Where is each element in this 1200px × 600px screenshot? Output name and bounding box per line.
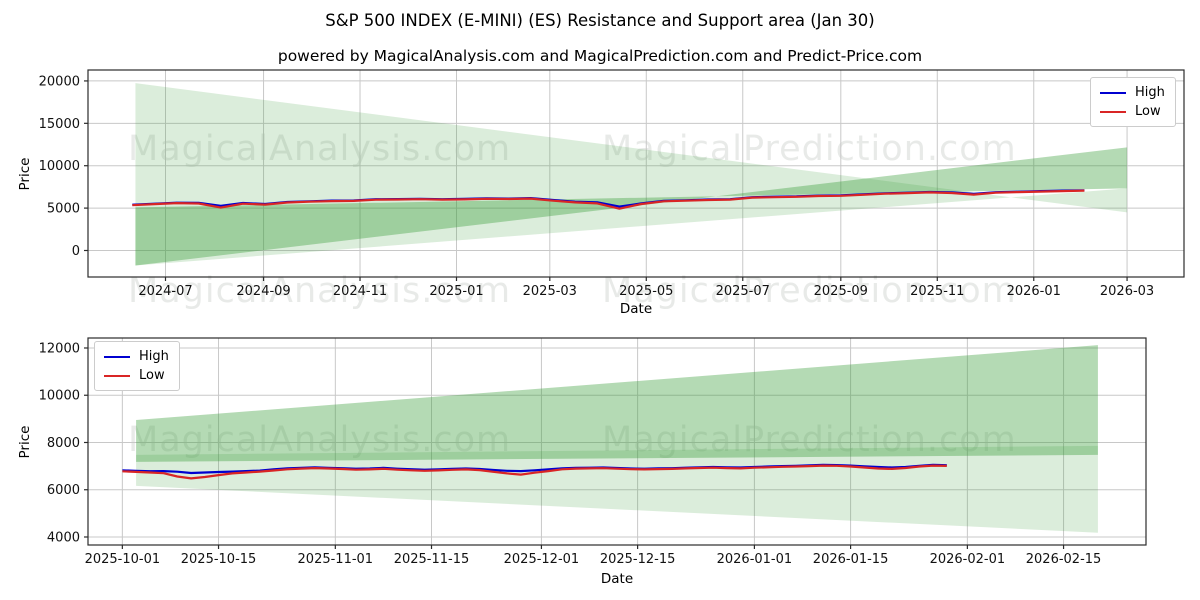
legend-bottom-chart: High Low bbox=[94, 341, 180, 391]
x-tick-label: 2025-12-15 bbox=[600, 552, 676, 567]
y-tick-label: 4000 bbox=[47, 530, 80, 545]
x-tick-label: 2026-02-01 bbox=[930, 552, 1006, 567]
watermark-text: MagicalAnalysis.com bbox=[128, 271, 512, 311]
forecast-bands bbox=[135, 83, 1128, 266]
low-line-sample bbox=[104, 374, 130, 377]
low-line bbox=[132, 189, 1085, 210]
x-axis-label-top: Date bbox=[619, 301, 653, 317]
x-tick-label: 2025-10-15 bbox=[181, 552, 257, 567]
support-area bbox=[136, 445, 1098, 533]
x-tick-label: 2025-11-15 bbox=[394, 552, 470, 567]
legend-label-low: Low bbox=[139, 368, 165, 383]
x-tick-label: 2025-07 bbox=[716, 284, 770, 299]
resistance-area bbox=[136, 345, 1098, 462]
legend-label-high: High bbox=[1135, 85, 1165, 100]
x-tick-label: 2026-01 bbox=[1007, 284, 1061, 299]
y-tick-label: 15000 bbox=[39, 117, 80, 132]
legend-item-low: Low bbox=[1100, 102, 1165, 121]
legend-item-high: High bbox=[104, 347, 169, 366]
gridlines bbox=[88, 70, 1184, 277]
x-axis-label-bottom: Date bbox=[600, 571, 634, 587]
chart-top: 2024-07 2024-09 2024-11 2025-01 2025-03 2025-… bbox=[39, 69, 1185, 299]
watermark-text: MagicalPrediction.com bbox=[602, 420, 1017, 460]
support-area bbox=[135, 83, 1128, 266]
low-line-sample bbox=[1100, 110, 1126, 113]
x-tick-label: 2025-12-01 bbox=[504, 552, 580, 567]
watermark-text: MagicalPrediction.com bbox=[602, 129, 1017, 169]
y-tick-label: 8000 bbox=[47, 436, 80, 451]
y-tick-label: 12000 bbox=[39, 341, 80, 356]
x-tick-label: 2025-11 bbox=[910, 284, 964, 299]
chart-subtitle: powered by MagicalAnalysis.com and Magic… bbox=[277, 47, 923, 65]
legend-item-high: High bbox=[1100, 83, 1165, 102]
y-tick-label: 6000 bbox=[47, 483, 80, 498]
chart-bottom: 2025-10-01 2025-10-15 2025-11-01 2025-11-15… bbox=[39, 337, 1147, 567]
x-tick-label: 2024-07 bbox=[138, 284, 192, 299]
legend-top-chart: High Low bbox=[1090, 77, 1176, 127]
x-tick-label: 2025-09 bbox=[814, 284, 868, 299]
watermark-text: MagicalPrediction.com bbox=[602, 271, 1017, 311]
x-tick-label: 2026-01-01 bbox=[717, 552, 793, 567]
y-tick-label: 20000 bbox=[39, 74, 80, 89]
legend-item-low: Low bbox=[104, 366, 169, 385]
x-tick-label: 2026-01-15 bbox=[813, 552, 889, 567]
plot-border bbox=[87, 69, 1185, 278]
x-tick-label: 2025-01 bbox=[429, 284, 483, 299]
y-tick-label: 5000 bbox=[47, 202, 80, 217]
gridlines bbox=[88, 338, 1146, 545]
legend-label-high: High bbox=[139, 349, 169, 364]
legend-label-low: Low bbox=[1135, 104, 1161, 119]
x-tick-label: 2025-11-01 bbox=[298, 552, 374, 567]
x-tick-label: 2024-11 bbox=[333, 284, 387, 299]
watermark-text: MagicalAnalysis.com bbox=[128, 129, 512, 169]
x-tick-label: 2026-02-15 bbox=[1026, 552, 1102, 567]
tick-labels: 2025-10-01 2025-10-15 2025-11-01 2025-11-15… bbox=[39, 341, 1102, 567]
tick-labels: 2024-07 2024-09 2024-11 2025-01 2025-03 2025-… bbox=[39, 74, 1155, 299]
y-tick-label: 10000 bbox=[39, 389, 80, 404]
watermark-text: MagicalAnalysis.com bbox=[128, 420, 512, 460]
x-tick-label: 2025-03 bbox=[523, 284, 577, 299]
plot-border bbox=[87, 337, 1147, 546]
x-tick-label: 2025-10-01 bbox=[85, 552, 161, 567]
chart-title: S&P 500 INDEX (E-MINI) (ES) Resistance a… bbox=[325, 11, 875, 30]
y-axis-label-bottom: Price bbox=[17, 425, 33, 459]
y-axis-label-top: Price bbox=[17, 157, 33, 191]
y-tick-label: 0 bbox=[72, 244, 80, 259]
high-line-sample bbox=[104, 355, 130, 358]
x-tick-label: 2025-05 bbox=[619, 284, 673, 299]
x-tick-label: 2026-03 bbox=[1100, 284, 1154, 299]
x-tick-label: 2024-09 bbox=[236, 284, 290, 299]
low-line bbox=[122, 464, 947, 480]
y-tick-label: 10000 bbox=[39, 159, 80, 174]
forecast-bands bbox=[136, 345, 1098, 533]
high-line-sample bbox=[1100, 91, 1126, 94]
